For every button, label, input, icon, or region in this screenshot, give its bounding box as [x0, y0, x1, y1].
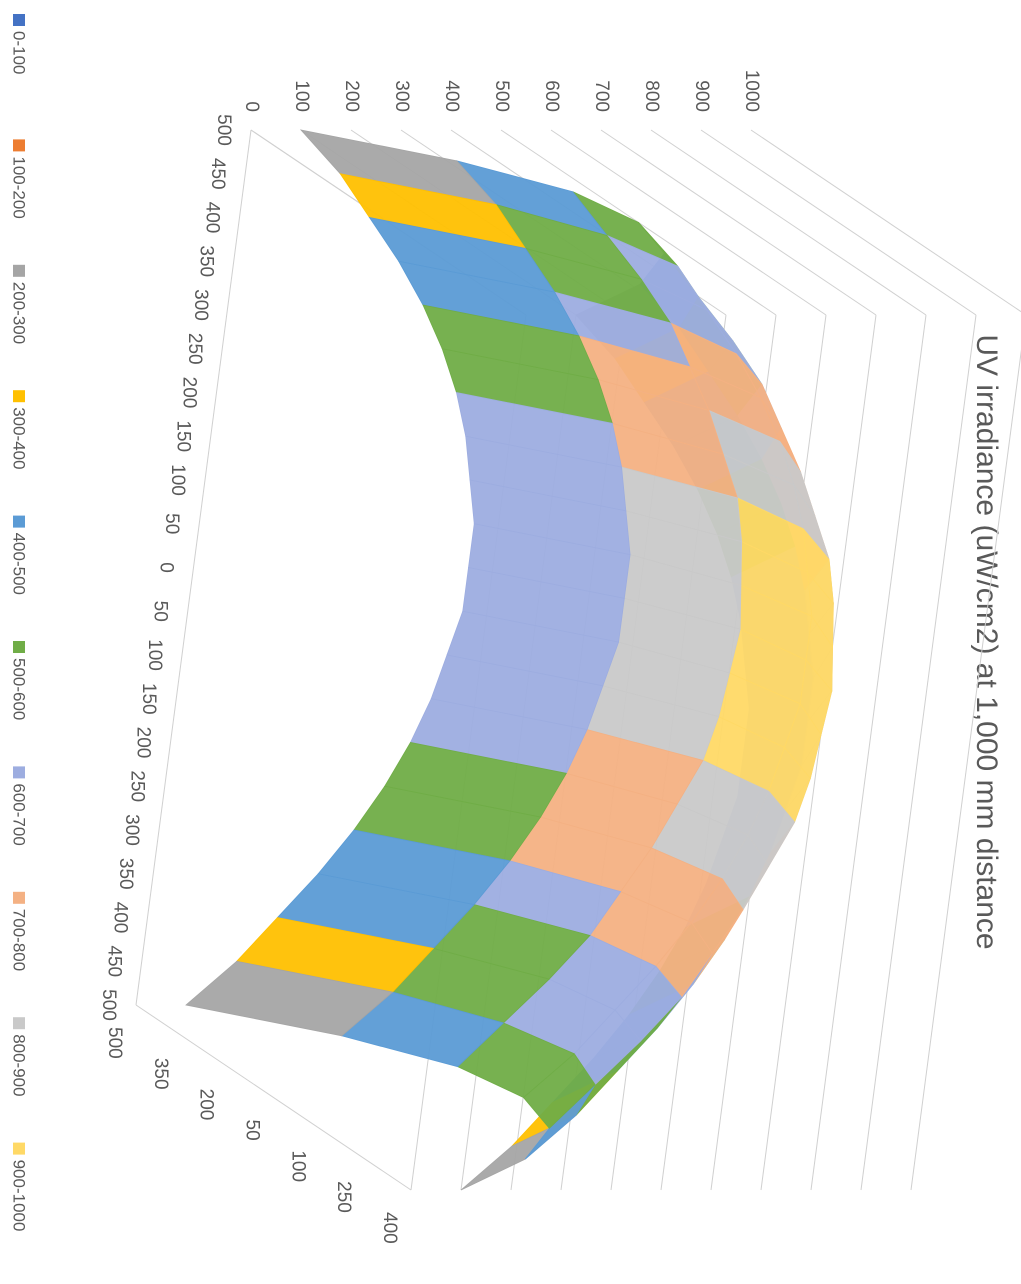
y-tick-label: 400: [441, 80, 462, 112]
depth-tick-label: 500: [104, 1027, 125, 1059]
grid-line: [600, 129, 877, 316]
depth-tick-label: 100: [287, 1150, 308, 1182]
y-tick-label: 500: [491, 80, 512, 112]
x-tick-label: 150: [138, 683, 159, 715]
grid-line: [760, 314, 877, 1191]
legend-swatch: [13, 1017, 25, 1030]
legend-swatch: [13, 139, 25, 152]
y-tick-label: 900: [691, 80, 712, 112]
legend-swatch: [13, 1142, 25, 1155]
y-tick-label: 300: [391, 80, 412, 112]
grid-line: [860, 314, 977, 1191]
grid-line: [750, 129, 1021, 316]
legend-swatch: [13, 14, 25, 26]
x-tick-label: 250: [127, 770, 148, 802]
depth-tick-label: 50: [241, 1120, 262, 1141]
legend-label: 200-300: [10, 282, 29, 344]
x-tick-label: 300: [190, 289, 211, 321]
legend-label: 900-1000: [10, 1160, 29, 1232]
x-tick-label: 50: [161, 513, 182, 534]
x-tick-label: 500: [98, 989, 119, 1021]
x-tick-label: 0: [155, 562, 176, 573]
y-tick-label: 800: [641, 80, 662, 112]
x-tick-label: 400: [109, 902, 130, 934]
axis-line: [135, 1004, 412, 1191]
legend-swatch: [13, 766, 25, 779]
x-tick-label: 100: [144, 639, 165, 671]
legend-label: 500-600: [10, 658, 29, 720]
x-tick-label: 350: [196, 245, 217, 277]
legend-swatch: [13, 390, 25, 403]
legend-swatch: [13, 641, 25, 653]
grid-line: [700, 129, 977, 316]
legend-label: 100-200: [10, 156, 29, 218]
y-tick-label: 200: [341, 80, 362, 112]
y-tick-label: 100: [291, 80, 312, 112]
depth-tick-label: 200: [196, 1089, 217, 1121]
x-tick-label: 250: [184, 333, 205, 365]
grid-line: [810, 314, 927, 1191]
depth-tick-label: 350: [150, 1058, 171, 1090]
grid-line: [650, 129, 927, 316]
legend-label: 600-700: [10, 783, 29, 845]
depth-tick-label: 250: [333, 1181, 354, 1213]
legend-label: 0-100: [10, 31, 29, 74]
legend-swatch: [13, 515, 25, 528]
depth-tick-label: 400: [379, 1212, 400, 1244]
axis-line: [135, 129, 252, 1006]
legend-swatch: [13, 891, 25, 904]
chart-area: UV irradiance (uW/cm2) at 1,000 mm dista…: [10, 14, 1021, 1244]
legend-swatch: [13, 264, 25, 277]
surface-cell: [185, 960, 394, 1037]
x-tick-label: 450: [207, 158, 228, 190]
x-tick-label: 450: [104, 945, 125, 977]
y-tick-label: 700: [591, 80, 612, 112]
x-tick-label: 50: [150, 601, 171, 622]
legend-label: 400-500: [10, 533, 29, 595]
legend-label: 700-800: [10, 909, 29, 971]
x-tick-label: 150: [173, 420, 194, 452]
chart-title: UV irradiance (uW/cm2) at 1,000 mm dista…: [970, 334, 1003, 949]
y-tick-label: 0: [241, 101, 262, 112]
x-tick-label: 200: [132, 727, 153, 759]
x-tick-label: 200: [178, 377, 199, 409]
legend-label: 300-400: [10, 407, 29, 469]
x-tick-label: 350: [115, 858, 136, 890]
x-tick-label: 100: [167, 464, 188, 496]
grid-line: [550, 129, 827, 316]
grid-line: [910, 314, 1021, 1191]
legend-label: 800-900: [10, 1034, 29, 1096]
y-tick-label: 1000: [741, 70, 762, 112]
x-tick-label: 500: [213, 114, 234, 146]
x-tick-label: 400: [201, 202, 222, 234]
y-tick-label: 600: [541, 80, 562, 112]
x-tick-label: 300: [121, 814, 142, 846]
